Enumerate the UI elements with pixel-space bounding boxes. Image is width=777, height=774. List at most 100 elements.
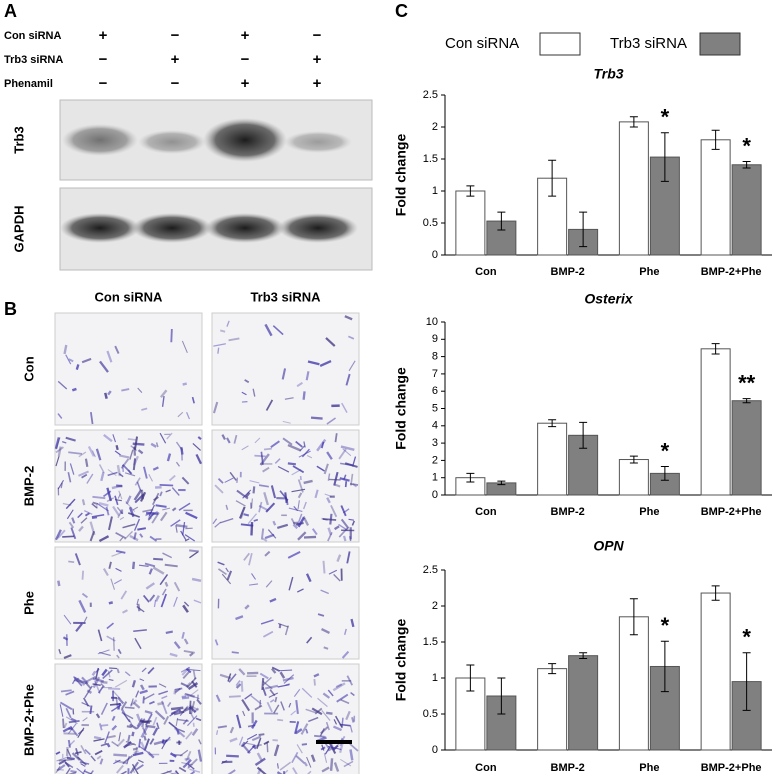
- cell: [127, 438, 137, 441]
- cell: [191, 728, 199, 736]
- cell: [92, 683, 101, 686]
- cell: [271, 666, 280, 672]
- cell: [247, 513, 258, 525]
- cell: [178, 766, 187, 773]
- cell: [189, 712, 195, 720]
- cell: [297, 492, 303, 499]
- cell: [250, 498, 254, 508]
- band: [205, 213, 285, 243]
- cell: [170, 706, 184, 711]
- cell: [322, 560, 326, 574]
- cell: [131, 731, 135, 737]
- cell: [244, 604, 250, 610]
- cell: [54, 437, 61, 449]
- sign: +: [313, 51, 322, 68]
- cell: [224, 477, 234, 483]
- cell: [227, 769, 236, 774]
- cell: [117, 511, 122, 519]
- cell: [338, 523, 348, 531]
- cell: [107, 471, 118, 477]
- cell: [134, 637, 142, 650]
- cell: [170, 519, 181, 527]
- cell: [148, 474, 153, 482]
- cell: [214, 521, 222, 528]
- cell: [191, 396, 195, 404]
- cell: [92, 495, 106, 500]
- cell: [159, 574, 169, 586]
- cell: [349, 749, 354, 761]
- error-bar: [660, 132, 669, 182]
- cell: [78, 525, 84, 532]
- cell: [94, 750, 103, 756]
- chart-title: Trb3: [593, 66, 623, 82]
- cell: [283, 674, 295, 684]
- cell: [339, 477, 350, 482]
- cell: [57, 529, 66, 539]
- cell: [241, 744, 251, 754]
- cell: [55, 765, 61, 774]
- error-bar: [466, 185, 475, 197]
- cell: [352, 483, 357, 488]
- error-bar: [579, 652, 588, 660]
- cell: [159, 491, 163, 497]
- cell: [68, 521, 75, 529]
- cell: [122, 609, 128, 614]
- cell: [57, 380, 68, 390]
- cell: [137, 527, 147, 531]
- cell: [63, 654, 72, 659]
- cell: [111, 484, 123, 490]
- cell: [258, 484, 269, 488]
- cell: [187, 682, 199, 691]
- cell: [131, 763, 139, 774]
- cell: [147, 667, 155, 675]
- cell: [67, 471, 72, 483]
- cell: [68, 358, 74, 363]
- cell: [350, 618, 355, 628]
- y-tick-label: 1: [432, 185, 438, 197]
- cell: [117, 493, 121, 499]
- cell: [310, 416, 323, 420]
- bar: [649, 156, 680, 256]
- sign: +: [313, 75, 322, 92]
- cell: [340, 445, 355, 452]
- cell: [61, 441, 67, 444]
- cell: [162, 552, 173, 559]
- cell: [344, 628, 347, 635]
- cell: [133, 455, 140, 466]
- cell: [225, 504, 229, 511]
- cell: [343, 760, 354, 768]
- cell: [340, 698, 350, 705]
- cell: [127, 512, 141, 518]
- x-tick-label: BMP-2: [551, 762, 585, 774]
- cell: [321, 744, 325, 751]
- y-tick-label: 5: [432, 402, 438, 414]
- cell: [238, 668, 246, 676]
- cell: [63, 722, 68, 729]
- cell: [122, 523, 136, 529]
- cell: [166, 453, 172, 462]
- cell: [235, 615, 244, 621]
- cell: [254, 704, 263, 711]
- error-bar: [497, 480, 506, 486]
- cell: [321, 766, 330, 773]
- y-tick-label: 0.5: [423, 708, 438, 720]
- cell: [254, 757, 266, 766]
- cell: [131, 679, 136, 688]
- cell: [81, 473, 88, 479]
- cell: [154, 710, 166, 721]
- cell: [260, 619, 274, 625]
- cell: [114, 495, 119, 506]
- cell: [146, 511, 159, 515]
- cell: [233, 434, 238, 444]
- cell: [81, 499, 86, 506]
- cell: [240, 523, 254, 527]
- cell: [114, 679, 128, 688]
- cell: [262, 680, 273, 690]
- cell: [107, 390, 112, 396]
- cell: [159, 389, 168, 399]
- cell: [145, 582, 156, 590]
- cell: [345, 373, 351, 386]
- cell: [91, 670, 97, 676]
- cell: [141, 720, 152, 723]
- column-label: Trb3 siRNA: [250, 289, 321, 304]
